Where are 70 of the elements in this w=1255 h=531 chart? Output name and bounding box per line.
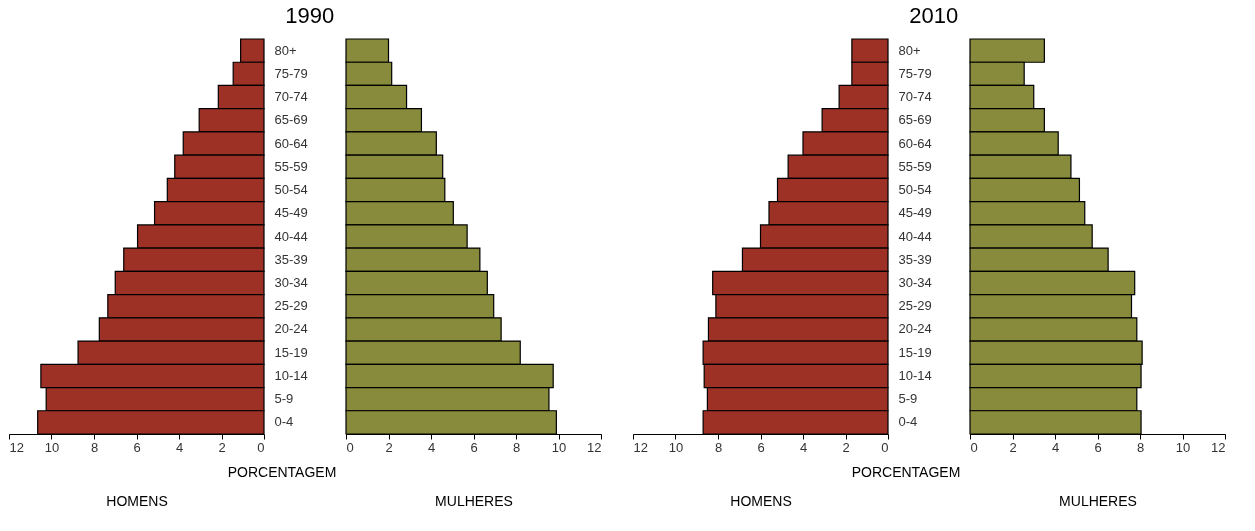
text: 2010	[909, 3, 959, 29]
x-tick-label: 4	[799, 439, 808, 455]
x-tick-label: 0	[257, 439, 265, 455]
x-tick-label: 8	[512, 439, 521, 455]
y-tick-label: 20-24	[898, 321, 932, 337]
y-tick-label: 55-59	[274, 158, 308, 174]
y-tick-label: 10-14	[274, 367, 308, 383]
y-tick-label: 55-59	[898, 158, 932, 174]
y-tick-label: 70-74	[898, 89, 932, 105]
text: 1990	[285, 3, 335, 29]
x-tick-label: 8	[90, 439, 99, 455]
x-tick-label: 6	[470, 439, 478, 455]
y-tick-label: 75-79	[898, 65, 932, 81]
x-tick-label: 2	[1009, 439, 1017, 455]
x-tick-label: 2	[385, 439, 393, 455]
x-tick-label: 10	[551, 439, 567, 455]
x-axis-title: HOMENS	[106, 492, 168, 509]
y-tick-label: 15-19	[274, 344, 308, 360]
y-tick-label: 75-79	[274, 65, 308, 81]
x-tick-label: 8	[1136, 439, 1145, 455]
x-axis-title: MULHERES	[1059, 492, 1137, 509]
x-axis-title: HOMENS	[730, 492, 792, 509]
y-tick-label: 20-24	[274, 321, 308, 337]
text: PORCENTAGEM	[227, 464, 337, 480]
x-tick-label: 4	[1051, 439, 1060, 455]
y-tick-label: 15-19	[898, 344, 932, 360]
y-tick-label: 50-54	[898, 182, 932, 198]
y-tick-label: 45-49	[274, 205, 308, 221]
x-tick-label: 0	[970, 439, 978, 455]
y-tick-label: 80+	[274, 42, 297, 58]
x-tick-label: 4	[175, 439, 184, 455]
y-tick-label: 35-39	[274, 251, 308, 267]
y-tick-label: 70-74	[274, 89, 308, 105]
x-tick-label: 12	[9, 439, 24, 455]
y-tick-label: 65-69	[898, 112, 932, 128]
y-tick-label: 30-34	[898, 274, 932, 290]
y-tick-label: 0-4	[898, 414, 918, 430]
y-tick-label: 5-9	[898, 391, 918, 407]
x-tick-label: 12	[587, 439, 602, 455]
x-tick-label: 10	[668, 439, 684, 455]
x-tick-label: 6	[757, 439, 765, 455]
x-tick-label: 2	[842, 439, 850, 455]
x-tick-label: 0	[881, 439, 889, 455]
y-tick-label: 80+	[898, 42, 921, 58]
y-tick-label: 10-14	[898, 367, 932, 383]
x-tick-label: 0	[346, 439, 354, 455]
y-tick-label: 25-29	[274, 298, 308, 314]
x-tick-label: 12	[633, 439, 648, 455]
y-tick-label: 60-64	[274, 135, 308, 151]
x-tick-label: 2	[218, 439, 226, 455]
x-axis-title: MULHERES	[435, 492, 513, 509]
x-tick-label: 6	[133, 439, 141, 455]
y-tick-label: 50-54	[274, 182, 308, 198]
y-tick-label: 45-49	[898, 205, 932, 221]
x-tick-label: 8	[714, 439, 723, 455]
x-tick-label: 4	[427, 439, 436, 455]
x-tick-label: 6	[1094, 439, 1102, 455]
y-tick-label: 40-44	[898, 228, 932, 244]
text: PORCENTAGEM	[851, 464, 961, 480]
y-tick-label: 5-9	[274, 391, 294, 407]
y-tick-label: 40-44	[274, 228, 308, 244]
x-tick-label: 10	[1175, 439, 1191, 455]
x-tick-label: 12	[1211, 439, 1226, 455]
y-tick-label: 60-64	[898, 135, 932, 151]
x-tick-label: 10	[44, 439, 60, 455]
y-tick-label: 0-4	[274, 414, 294, 430]
y-tick-label: 35-39	[898, 251, 932, 267]
y-tick-label: 30-34	[274, 274, 308, 290]
y-tick-label: 25-29	[898, 298, 932, 314]
y-tick-label: 65-69	[274, 112, 308, 128]
